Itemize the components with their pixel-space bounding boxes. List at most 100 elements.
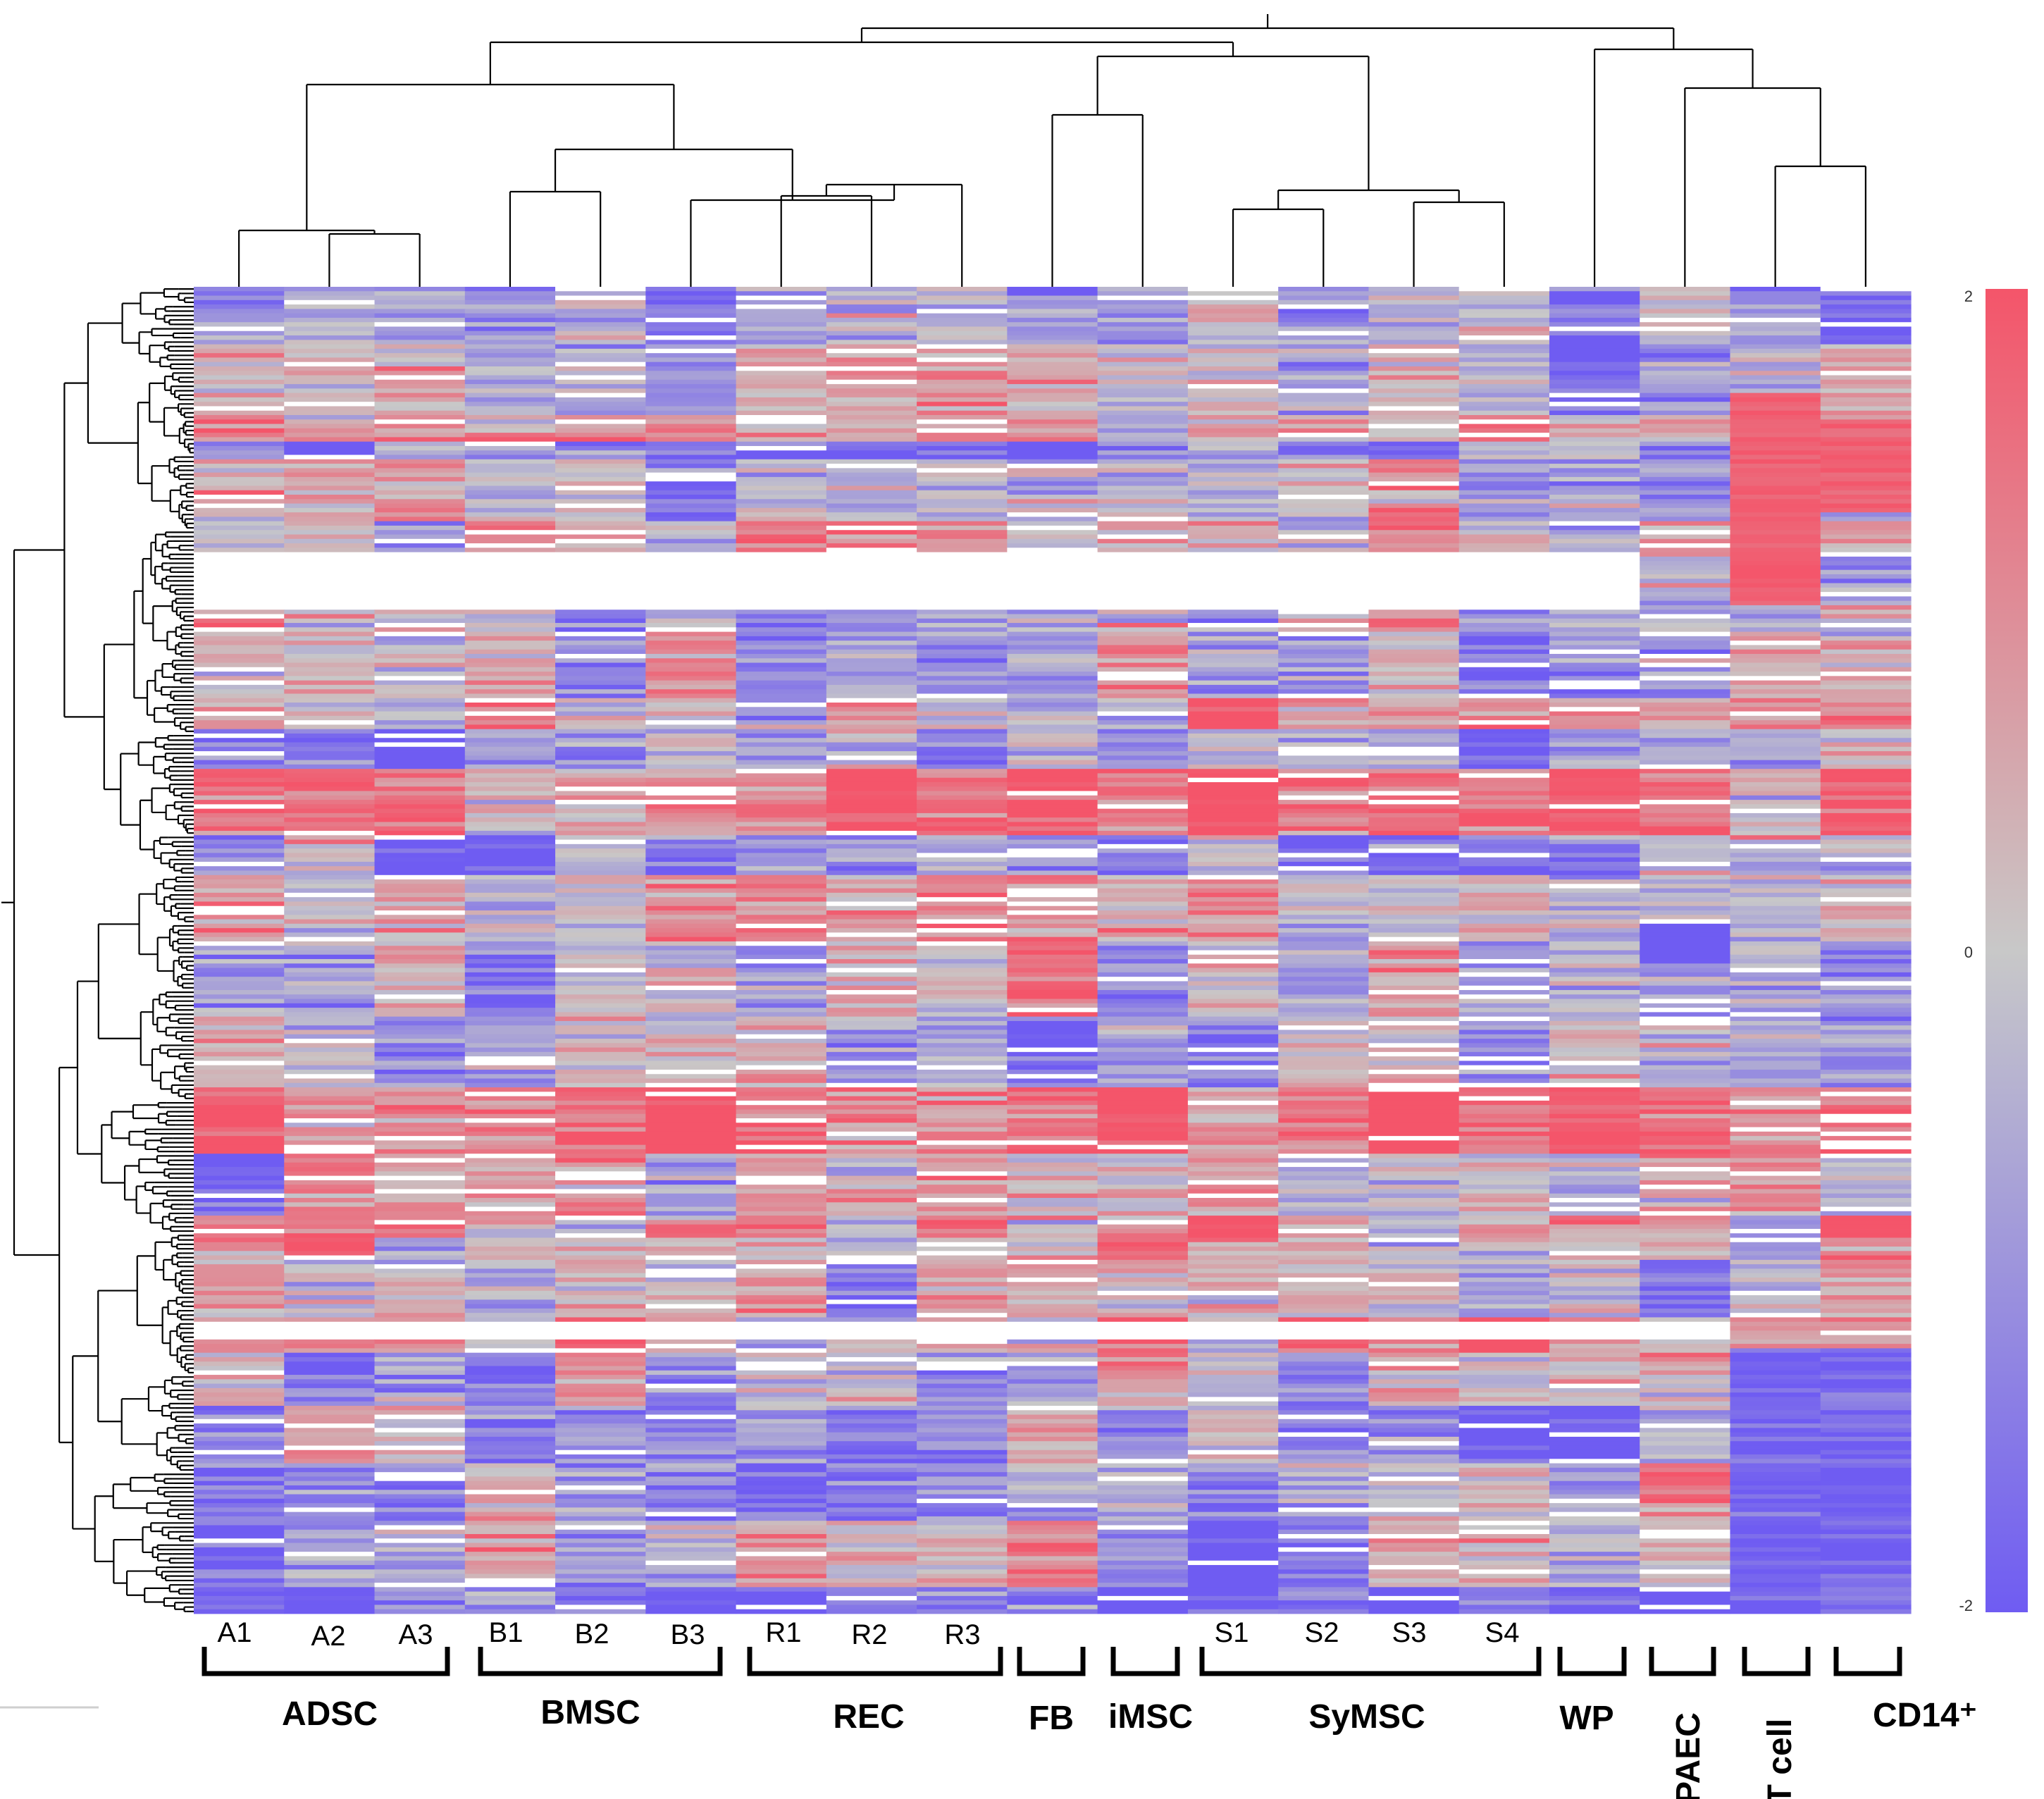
heatmap-cell — [1458, 1016, 1550, 1022]
heatmap-cell — [1730, 781, 1821, 787]
heatmap-cell — [464, 1109, 556, 1115]
heatmap-cell — [1730, 384, 1821, 389]
heatmap-cell — [1458, 1039, 1550, 1044]
heatmap-cell — [1458, 512, 1550, 517]
heatmap-cell — [1730, 304, 1821, 309]
heatmap-cell — [1730, 1154, 1821, 1158]
heatmap-cell — [1007, 583, 1098, 588]
heatmap-cell — [194, 525, 285, 531]
heatmap-cell — [1730, 1136, 1821, 1141]
heatmap-cell — [1007, 291, 1098, 296]
heatmap-cell — [1187, 605, 1279, 610]
heatmap-cell — [1278, 791, 1370, 796]
heatmap-cell — [917, 468, 1008, 474]
heatmap-cell — [464, 455, 556, 460]
heatmap-cell — [917, 353, 1008, 358]
heatmap-cell — [826, 1043, 917, 1048]
heatmap-cell — [1820, 662, 1912, 668]
heatmap-cell — [374, 999, 466, 1004]
heatmap-cell — [1007, 379, 1098, 385]
heatmap-cell — [464, 843, 556, 849]
heatmap-cell — [1097, 326, 1189, 332]
heatmap-cell — [736, 428, 827, 433]
heatmap-cell — [1278, 800, 1370, 805]
heatmap-cell — [1278, 1025, 1370, 1030]
heatmap-cell — [1007, 287, 1098, 292]
heatmap-cell — [1458, 795, 1550, 800]
heatmap-cell — [645, 521, 737, 526]
heatmap-cell — [736, 1061, 827, 1066]
heatmap-cell — [374, 715, 466, 721]
heatmap-cell — [826, 866, 917, 871]
heatmap-cell — [374, 419, 466, 424]
heatmap-cell — [1097, 724, 1189, 730]
heatmap-cell — [1097, 781, 1189, 787]
heatmap-cell — [736, 472, 827, 478]
heatmap-cell — [645, 817, 737, 822]
heatmap-cell — [1549, 348, 1640, 354]
heatmap-cell — [736, 1016, 827, 1022]
heatmap-cell — [1458, 999, 1550, 1004]
heatmap-cell — [1097, 698, 1189, 703]
heatmap-cell — [374, 804, 466, 810]
heatmap-cell — [1368, 720, 1460, 725]
heatmap-cell — [1730, 476, 1821, 482]
heatmap-cell — [1007, 977, 1098, 982]
heatmap-cell — [1458, 521, 1550, 526]
heatmap-cell — [555, 866, 646, 871]
heatmap-cell — [917, 379, 1008, 385]
heatmap-cell — [736, 587, 827, 593]
heatmap-cell — [1549, 317, 1640, 323]
heatmap-cell — [555, 1078, 646, 1084]
heatmap-cell — [1640, 287, 1731, 292]
heatmap-cell — [1458, 574, 1550, 579]
heatmap-cell — [374, 631, 466, 637]
heatmap-cell — [1549, 419, 1640, 424]
heatmap-cell — [1368, 379, 1460, 385]
heatmap-cell — [826, 1109, 917, 1115]
heatmap-cell — [1730, 569, 1821, 575]
heatmap-cell — [645, 795, 737, 800]
heatmap-cell — [736, 326, 827, 332]
heatmap-cell — [1097, 291, 1189, 296]
heatmap-cell — [464, 1039, 556, 1044]
heatmap-cell — [645, 392, 737, 398]
heatmap-cell — [1097, 340, 1189, 345]
heatmap-cell — [1368, 592, 1460, 597]
heatmap-cell — [1730, 999, 1821, 1004]
heatmap-cell — [1820, 923, 1912, 929]
heatmap-cell — [826, 1123, 917, 1127]
heatmap-cell — [1549, 804, 1640, 810]
heatmap-cell — [1820, 534, 1912, 540]
heatmap-cell — [826, 556, 917, 562]
heatmap-cell — [1187, 795, 1279, 800]
heatmap-cell — [464, 1043, 556, 1048]
heatmap-cell — [1640, 1034, 1731, 1039]
heatmap-cell — [917, 605, 1008, 610]
heatmap-cell — [736, 317, 827, 323]
heatmap-cell — [826, 348, 917, 354]
heatmap-cell — [826, 1008, 917, 1013]
heatmap-cell — [1730, 662, 1821, 668]
heatmap-cell — [464, 874, 556, 880]
heatmap-cell — [1007, 530, 1098, 535]
heatmap-cell — [1820, 481, 1912, 486]
heatmap-cell — [1368, 631, 1460, 637]
heatmap-cell — [1368, 610, 1460, 614]
heatmap-cell — [374, 1065, 466, 1070]
heatmap-cell — [284, 981, 376, 987]
heatmap-cell — [736, 738, 827, 743]
heatmap-cell — [1007, 627, 1098, 632]
heatmap-cell — [826, 755, 917, 761]
heatmap-cell — [1097, 703, 1189, 707]
heatmap-cell — [555, 313, 646, 319]
heatmap-cell — [1730, 839, 1821, 845]
heatmap-cell — [917, 1118, 1008, 1123]
heatmap-cell — [464, 538, 556, 544]
heatmap-cell — [194, 530, 285, 535]
heatmap-cell — [1458, 402, 1550, 407]
heatmap-cell — [826, 804, 917, 810]
heatmap-cell — [374, 459, 466, 464]
heatmap-cell — [1278, 897, 1370, 902]
heatmap-cell — [1278, 309, 1370, 314]
